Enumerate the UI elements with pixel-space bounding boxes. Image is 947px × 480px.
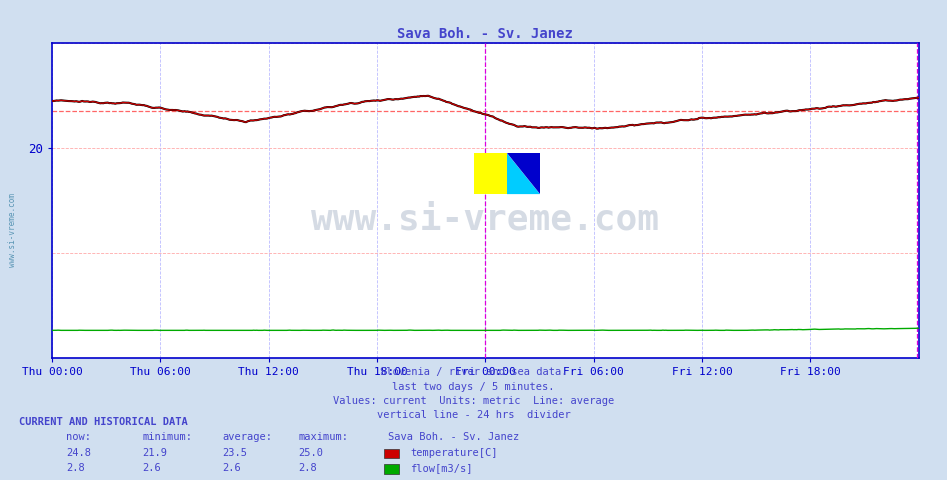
Text: Slovenia / river and sea data.: Slovenia / river and sea data.: [380, 367, 567, 377]
Text: Sava Boh. - Sv. Janez: Sava Boh. - Sv. Janez: [388, 432, 520, 442]
Text: 23.5: 23.5: [223, 447, 247, 457]
Text: www.si-vreme.com: www.si-vreme.com: [8, 193, 17, 267]
Text: last two days / 5 minutes.: last two days / 5 minutes.: [392, 382, 555, 392]
Text: 25.0: 25.0: [298, 447, 323, 457]
Text: vertical line - 24 hrs  divider: vertical line - 24 hrs divider: [377, 410, 570, 420]
Text: flow[m3/s]: flow[m3/s]: [410, 463, 473, 473]
Title: Sava Boh. - Sv. Janez: Sava Boh. - Sv. Janez: [398, 27, 573, 41]
Text: 21.9: 21.9: [142, 447, 167, 457]
Text: 2.6: 2.6: [223, 463, 241, 473]
Text: temperature[C]: temperature[C]: [410, 447, 497, 457]
Text: 24.8: 24.8: [66, 447, 91, 457]
Text: CURRENT AND HISTORICAL DATA: CURRENT AND HISTORICAL DATA: [19, 417, 188, 427]
Text: www.si-vreme.com: www.si-vreme.com: [312, 202, 659, 236]
Text: 2.6: 2.6: [142, 463, 161, 473]
Text: average:: average:: [223, 432, 273, 442]
Text: 2.8: 2.8: [66, 463, 85, 473]
Text: maximum:: maximum:: [298, 432, 348, 442]
Text: 2.8: 2.8: [298, 463, 317, 473]
Text: Values: current  Units: metric  Line: average: Values: current Units: metric Line: aver…: [333, 396, 614, 406]
Text: minimum:: minimum:: [142, 432, 192, 442]
Text: now:: now:: [66, 432, 91, 442]
